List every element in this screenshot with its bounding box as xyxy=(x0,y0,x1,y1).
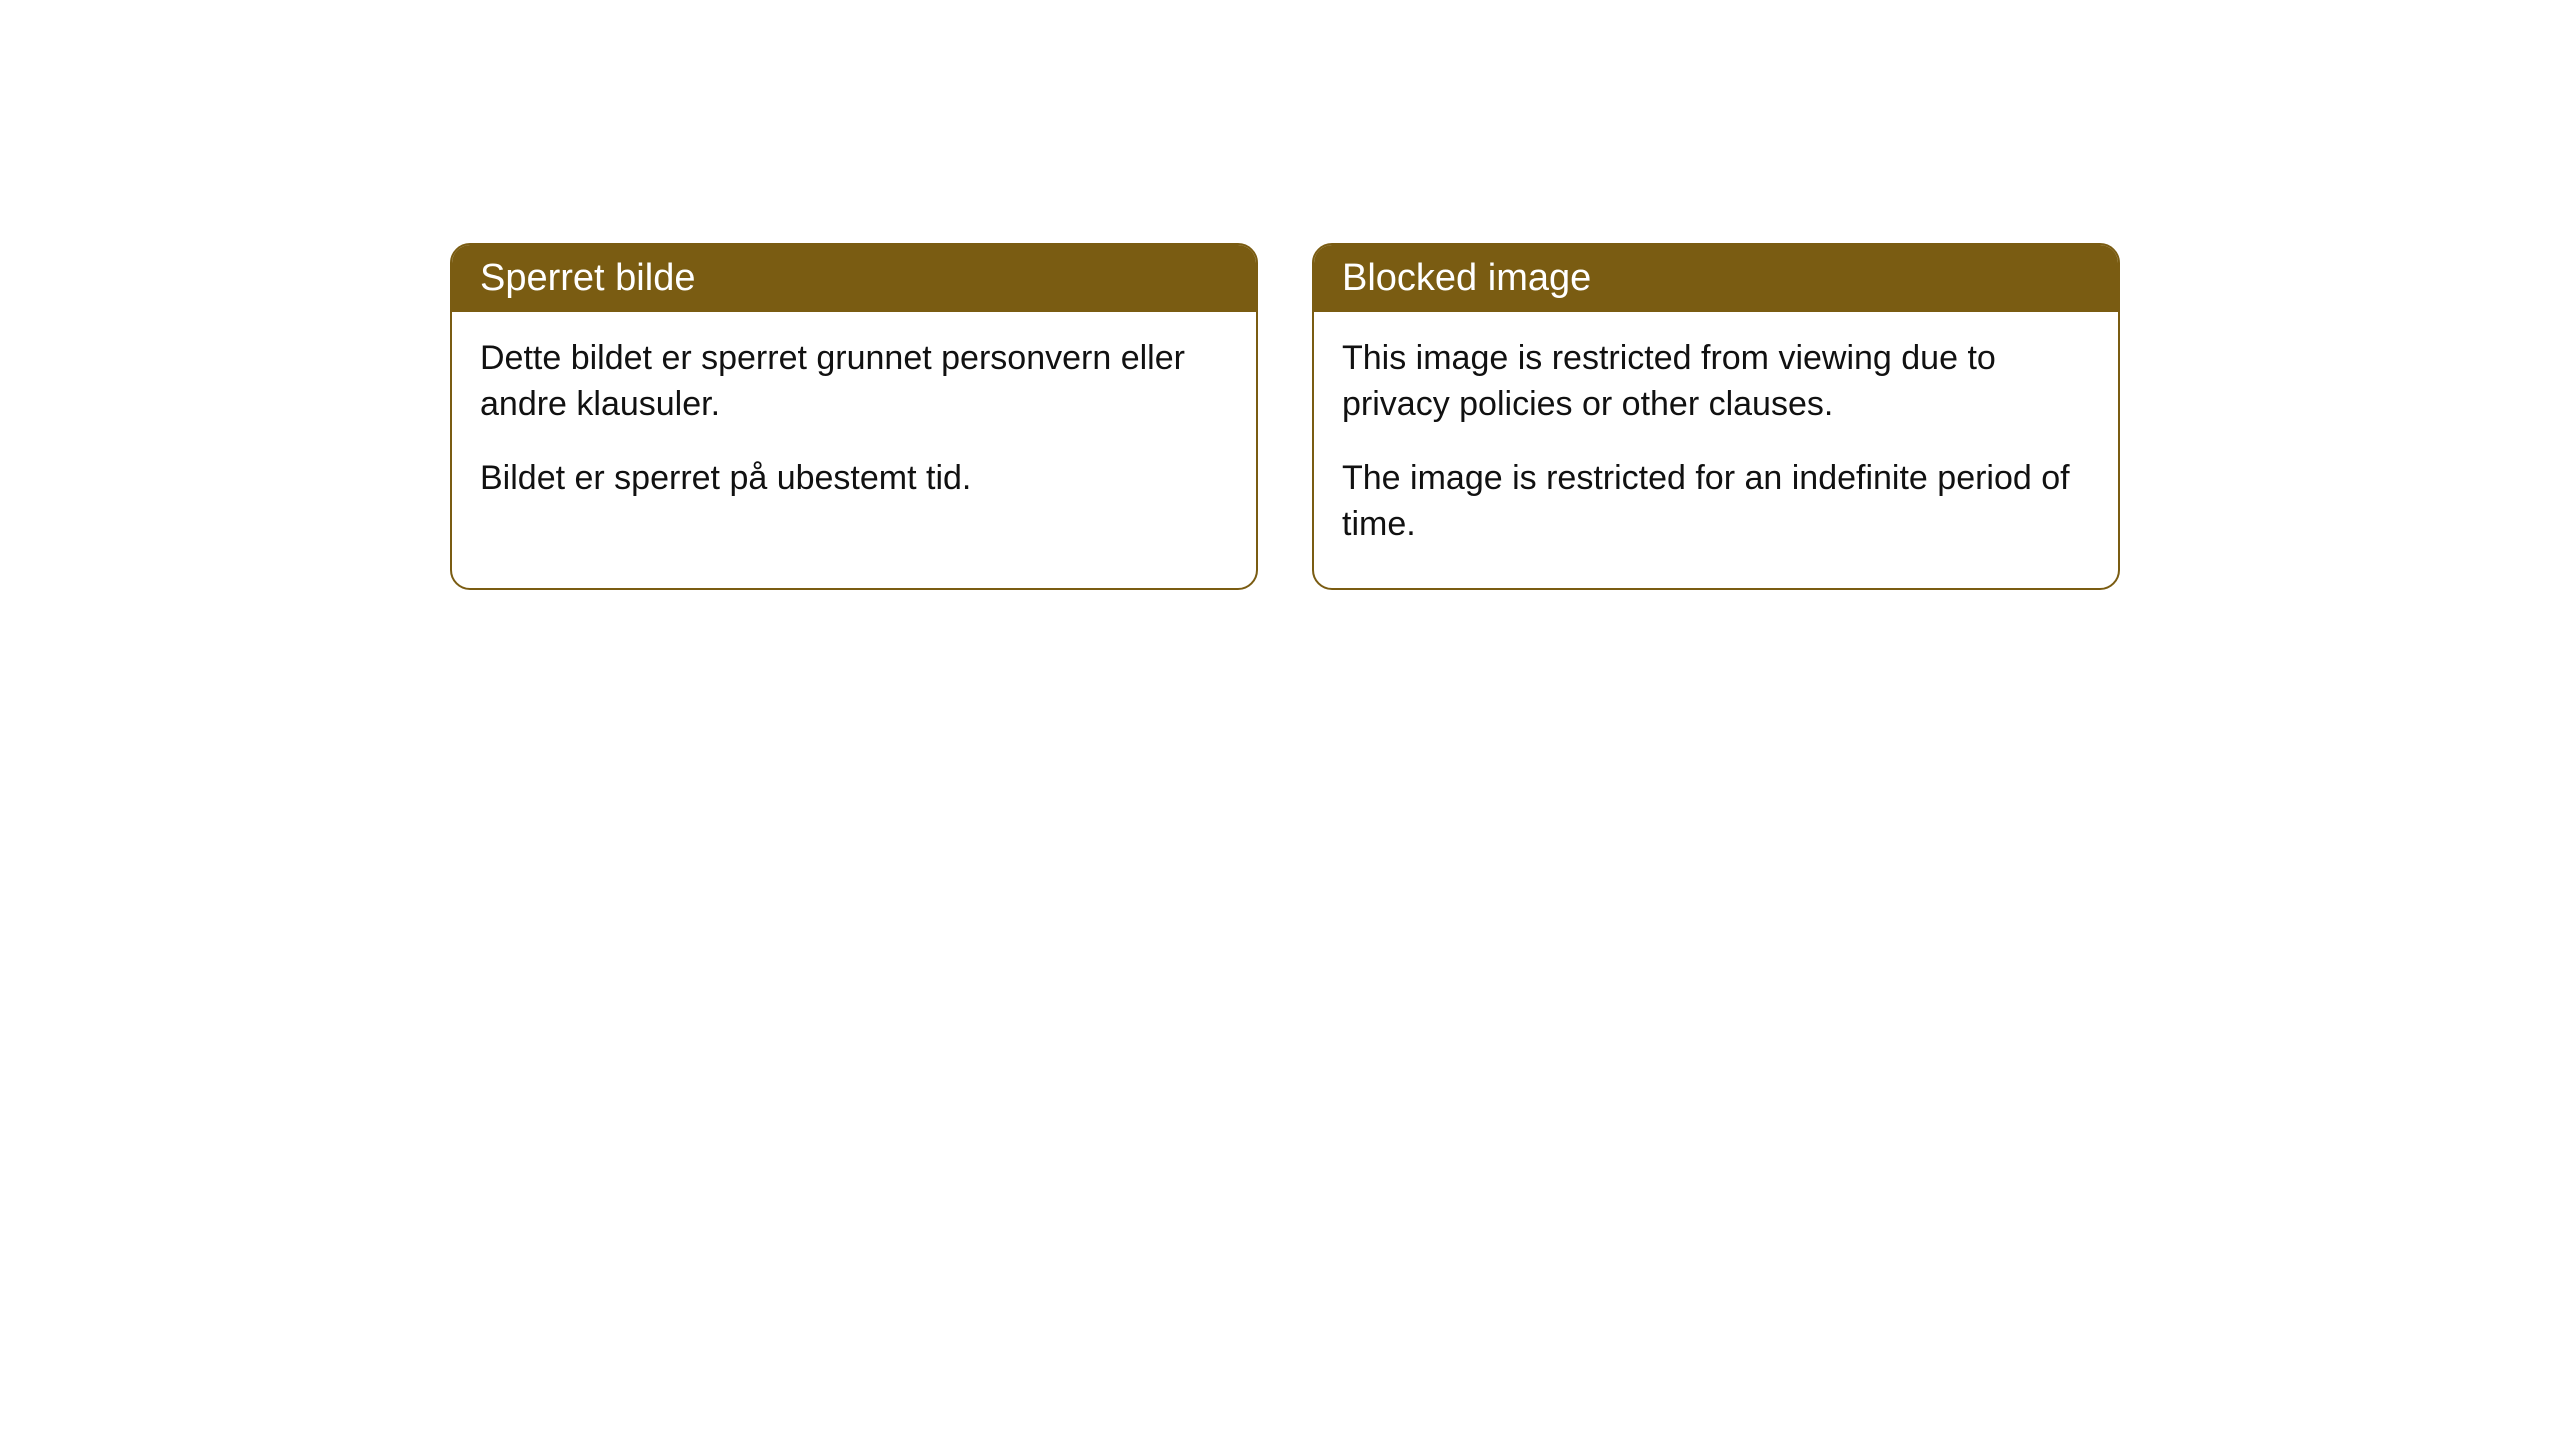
notice-header-english: Blocked image xyxy=(1314,245,2118,312)
notice-body-norwegian: Dette bildet er sperret grunnet personve… xyxy=(452,312,1256,542)
notice-title-norwegian: Sperret bilde xyxy=(480,257,695,299)
notice-body-english: This image is restricted from viewing du… xyxy=(1314,312,2118,588)
notice-paragraph-1-norwegian: Dette bildet er sperret grunnet personve… xyxy=(480,336,1228,428)
notice-card-norwegian: Sperret bilde Dette bildet er sperret gr… xyxy=(450,243,1258,590)
notice-card-english: Blocked image This image is restricted f… xyxy=(1312,243,2120,590)
notice-paragraph-2-english: The image is restricted for an indefinit… xyxy=(1342,456,2090,548)
notice-title-english: Blocked image xyxy=(1342,257,1591,299)
notice-paragraph-1-english: This image is restricted from viewing du… xyxy=(1342,336,2090,428)
notice-container: Sperret bilde Dette bildet er sperret gr… xyxy=(450,243,2120,590)
notice-header-norwegian: Sperret bilde xyxy=(452,245,1256,312)
notice-paragraph-2-norwegian: Bildet er sperret på ubestemt tid. xyxy=(480,456,1228,502)
